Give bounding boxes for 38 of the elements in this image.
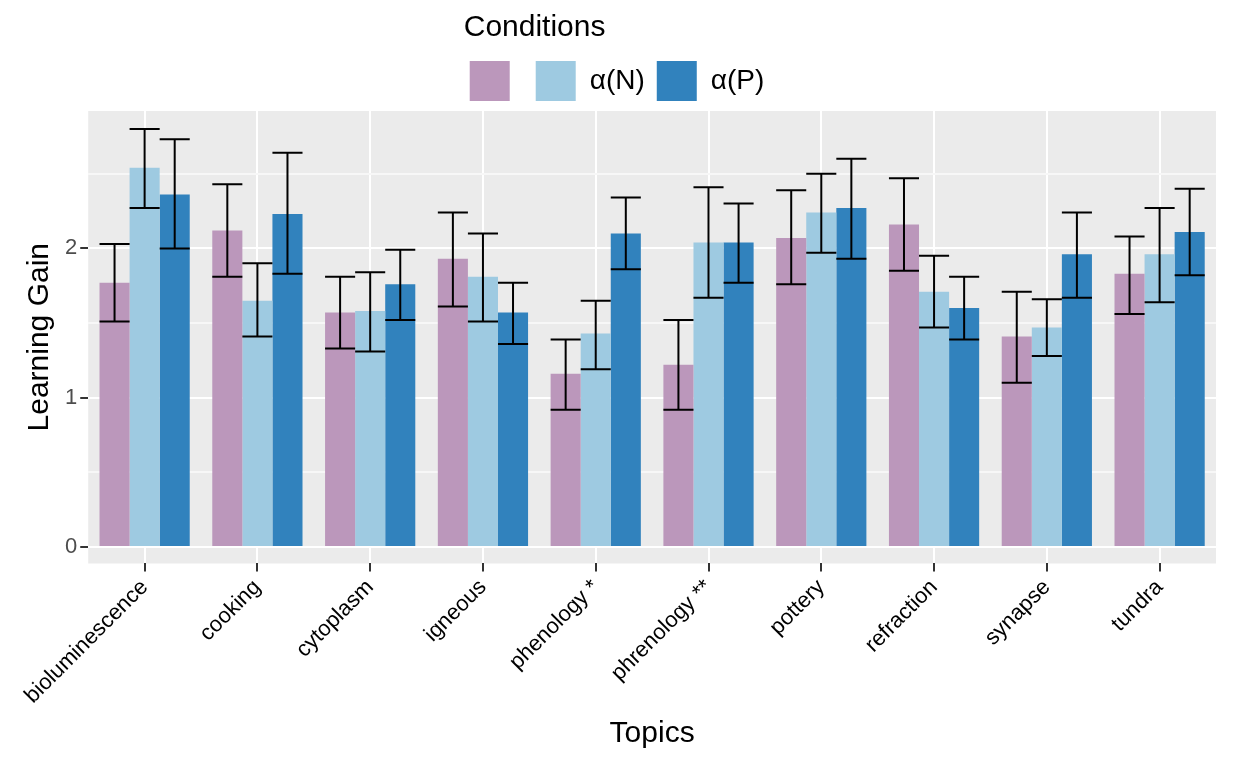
bar (129, 167, 160, 547)
bar (949, 308, 980, 547)
bar (693, 242, 724, 547)
bar (888, 224, 920, 547)
bar (1031, 327, 1062, 547)
bar (99, 282, 130, 547)
bar (919, 291, 950, 547)
bar (1001, 336, 1032, 547)
bar (806, 212, 837, 547)
y-tick-label: 2 (64, 234, 78, 260)
bar (610, 233, 641, 547)
bar (385, 284, 416, 547)
legend-label: α(N) (589, 63, 645, 95)
bar (1114, 273, 1145, 547)
bar (663, 364, 694, 547)
bar (1061, 254, 1092, 547)
legend-title: Conditions (463, 9, 606, 43)
legend-label: α(P) (710, 63, 765, 95)
bar (159, 194, 190, 547)
bar (242, 300, 273, 547)
y-tick-label: 1 (64, 383, 78, 409)
bar (212, 230, 243, 547)
bar (580, 333, 611, 547)
bar (437, 258, 468, 547)
bar (497, 312, 529, 547)
bar (325, 312, 356, 547)
bar (272, 214, 303, 547)
bar (467, 276, 498, 547)
y-axis-title: Learning Gain (21, 242, 55, 432)
bar (550, 373, 581, 547)
bar (1174, 231, 1205, 547)
bar (836, 208, 867, 547)
bar (355, 311, 386, 547)
x-axis-title: Topics (609, 715, 695, 749)
y-tick-label: 0 (64, 533, 78, 559)
bar (723, 242, 754, 547)
bar (1144, 254, 1175, 547)
bar (776, 237, 807, 547)
